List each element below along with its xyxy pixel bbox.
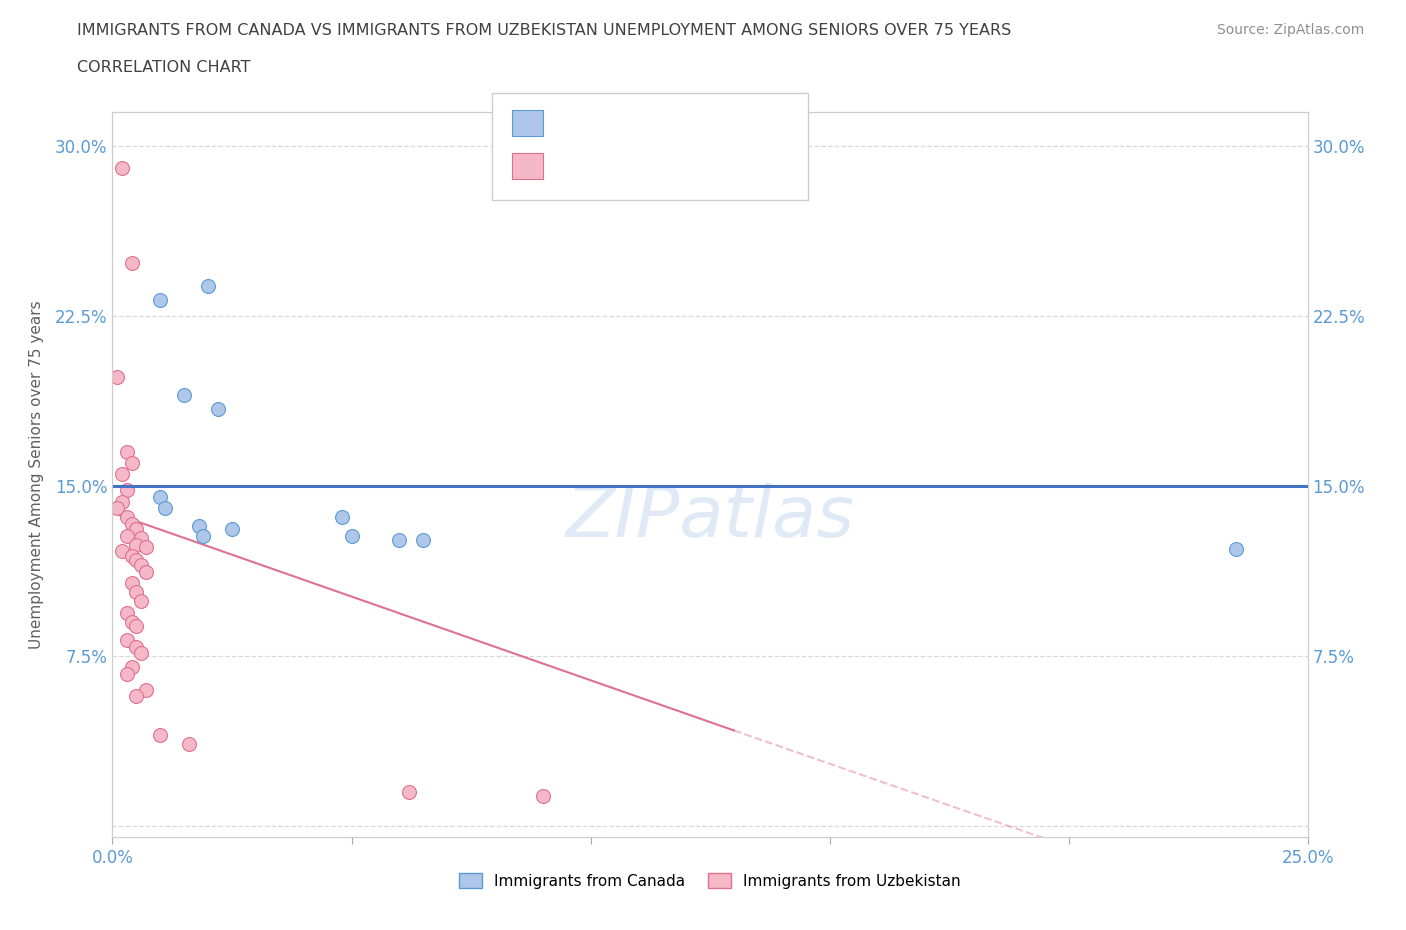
Text: R =: R = [551,158,585,173]
Point [1225,541,1247,556]
Point [125,521,148,536]
Point [173,388,195,403]
Point [121,614,143,629]
Point [340,528,363,543]
Point [111,467,134,482]
Point [111,494,134,509]
Point [187,519,209,534]
Point [111,161,134,176]
Point [105,501,128,516]
Point [115,528,138,543]
Text: R =: R = [551,115,585,130]
Text: Source: ZipAtlas.com: Source: ZipAtlas.com [1216,23,1364,37]
Point [388,533,411,548]
Point [125,618,148,633]
Text: IMMIGRANTS FROM CANADA VS IMMIGRANTS FROM UZBEKISTAN UNEMPLOYMENT AMONG SENIORS : IMMIGRANTS FROM CANADA VS IMMIGRANTS FRO… [77,23,1011,38]
Text: N =: N = [657,158,700,173]
Point [121,549,143,564]
Point [531,789,554,804]
Text: 14: 14 [686,115,706,130]
Point [115,605,138,620]
Point [125,639,148,654]
Text: N =: N = [647,115,690,130]
Point [115,510,138,525]
Point [153,501,176,516]
Point [125,585,148,600]
Point [193,528,215,543]
Point [129,530,152,545]
Point [135,565,157,579]
Point [105,369,128,384]
Text: 0.003: 0.003 [593,115,641,130]
Point [121,456,143,471]
Point [207,401,229,416]
Y-axis label: Unemployment Among Seniors over 75 years: Unemployment Among Seniors over 75 years [30,300,44,648]
Point [115,483,138,498]
Point [121,517,143,532]
Point [125,553,148,568]
Point [125,538,148,552]
Point [115,666,138,681]
Text: -0.240: -0.240 [593,158,643,173]
Point [129,557,152,572]
Point [121,576,143,591]
Point [221,521,243,536]
Point [149,292,172,307]
Point [125,689,148,704]
Point [197,279,219,294]
Legend: Immigrants from Canada, Immigrants from Uzbekistan: Immigrants from Canada, Immigrants from … [453,867,967,895]
Text: ZIPatlas: ZIPatlas [565,484,855,552]
Point [115,632,138,647]
Point [149,727,172,742]
Point [135,539,157,554]
Point [177,737,200,751]
Point [121,256,143,271]
Point [412,533,434,548]
Point [149,489,172,504]
Point [398,784,420,799]
Point [121,659,143,674]
Point [129,646,152,661]
Point [330,510,353,525]
Text: CORRELATION CHART: CORRELATION CHART [77,60,250,75]
Point [129,594,152,609]
Text: 38: 38 [696,158,716,173]
Point [115,445,138,459]
Point [135,683,157,698]
Point [111,544,134,559]
